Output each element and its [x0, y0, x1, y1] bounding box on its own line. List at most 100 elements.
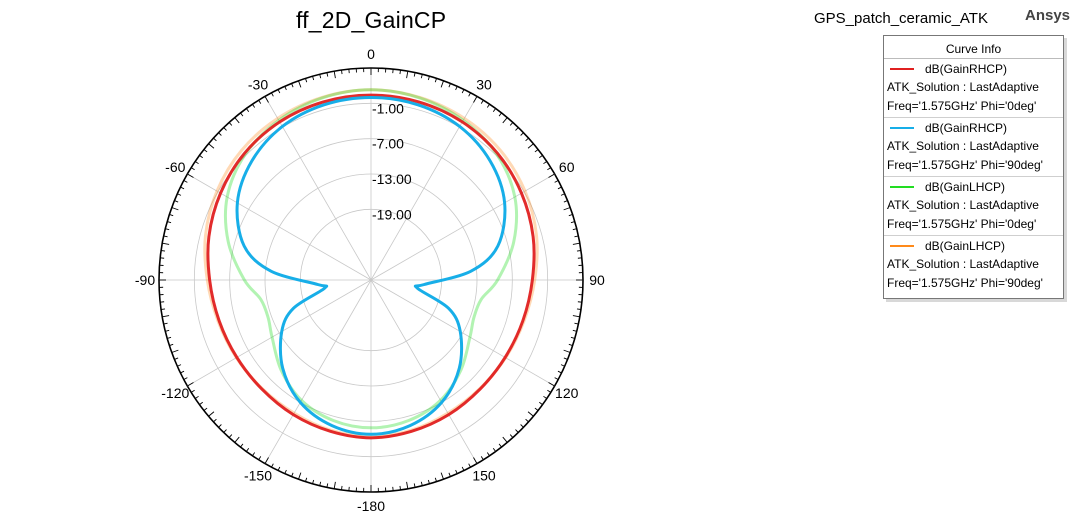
angle-tick: [525, 418, 529, 423]
angle-tick: [502, 436, 508, 443]
angle-tick: [560, 364, 565, 367]
angle-tick: [258, 456, 262, 461]
angle-tick: [271, 463, 274, 468]
angle-tick: [473, 457, 478, 464]
angle-tick: [576, 308, 581, 310]
angle-tick: [180, 370, 185, 374]
chart-title: ff_2D_GainCP: [296, 7, 447, 33]
angle-tick: [520, 132, 524, 136]
angular-gridline: [264, 96, 372, 281]
angle-tick: [563, 200, 568, 203]
angle-tick: [326, 72, 329, 77]
angle-tick-label: 90: [589, 272, 605, 288]
angle-tick-label: 30: [476, 76, 492, 92]
legend-condition: Freq='1.575GHz' Phi='0deg': [887, 216, 1037, 231]
angle-tick: [213, 418, 217, 423]
angle-tick: [406, 71, 409, 79]
angle-tick-label: 120: [555, 385, 579, 401]
angular-gridline: [187, 173, 372, 281]
angle-tick: [298, 80, 302, 88]
angle-tick-label: -90: [135, 272, 155, 288]
angle-tick-label: 150: [472, 468, 496, 484]
angle-tick: [169, 214, 174, 217]
angle-tick: [574, 235, 579, 238]
curve-layer: [203, 88, 539, 440]
angle-tick: [218, 424, 222, 428]
legend-entry[interactable]: dB(GainRHCP) ATK_Solution : LastAdaptive…: [884, 118, 1063, 177]
angle-tick: [525, 137, 529, 142]
angle-tick: [570, 336, 575, 339]
angular-gridline: [370, 279, 478, 464]
angle-tick: [165, 329, 170, 332]
angle-tick: [223, 429, 227, 433]
legend-condition: Freq='1.575GHz' Phi='90deg': [887, 157, 1043, 172]
angle-tick: [223, 127, 227, 131]
angle-tick: [502, 117, 508, 124]
angle-tick: [509, 434, 514, 438]
angle-tick: [284, 469, 287, 474]
series-curve[interactable]: [224, 88, 518, 430]
project-name: GPS_patch_ceramic_ATK: [814, 10, 988, 27]
angle-tick: [461, 466, 465, 471]
angle-tick: [486, 452, 490, 457]
angle-tick-label: -120: [161, 385, 189, 401]
angle-tick: [427, 479, 430, 484]
angle-tick: [554, 377, 559, 380]
angle-tick: [174, 357, 179, 360]
brand-logo: Ansys: [1025, 7, 1071, 24]
legend-entry[interactable]: dB(GainLHCP) ATK_Solution : LastAdaptive…: [884, 177, 1063, 236]
angle-tick: [455, 86, 458, 91]
angle-tick: [163, 322, 168, 325]
angle-tick: [162, 242, 170, 245]
angle-tick: [509, 122, 514, 126]
angle-tick: [434, 477, 437, 482]
angle-tick: [183, 180, 188, 183]
angle-tick: [563, 357, 568, 360]
angle-tick: [480, 99, 484, 104]
angle-tick: [413, 72, 416, 77]
angle-tick: [161, 250, 166, 252]
angle-tick: [563, 349, 571, 353]
angle-tick: [167, 221, 172, 224]
angle-tick: [319, 74, 322, 79]
angle-tick: [547, 389, 552, 393]
angle-tick: [440, 80, 444, 88]
angle-tick: [333, 481, 336, 489]
angle-tick: [208, 143, 215, 149]
angle-tick: [180, 186, 185, 190]
series-curve[interactable]: [235, 95, 507, 436]
angle-tick-label: -150: [244, 468, 272, 484]
legend-entry[interactable]: dB(GainRHCP) ATK_Solution : LastAdaptive…: [884, 59, 1063, 118]
angle-tick: [319, 481, 322, 486]
angle-tick: [420, 481, 423, 486]
angle-tick: [427, 76, 430, 81]
angle-tick: [572, 228, 577, 231]
angle-tick: [554, 180, 559, 183]
angle-tick: [440, 472, 444, 480]
radial-tick-label: -7.00: [372, 136, 404, 152]
angular-gridline: [264, 279, 372, 464]
legend-curve-name: dB(GainRHCP): [925, 61, 1008, 76]
angle-tick: [572, 242, 580, 245]
angle-tick: [305, 477, 308, 482]
angle-tick: [163, 235, 168, 238]
angle-tick: [246, 448, 250, 452]
angular-gridline: [370, 96, 478, 281]
angle-tick: [574, 322, 579, 325]
series-curve[interactable]: [206, 93, 536, 440]
angle-tick: [406, 481, 409, 489]
angle-tick: [527, 143, 534, 149]
angle-tick: [515, 429, 519, 433]
angle-tick: [171, 207, 179, 211]
angle-tick: [161, 308, 166, 310]
angle-tick: [570, 221, 575, 224]
angle-tick: [277, 89, 281, 94]
curve-info-legend[interactable]: Curve Info dB(GainRHCP) ATK_Solution : L…: [883, 35, 1064, 299]
legend-entry[interactable]: dB(GainLHCP) ATK_Solution : LastAdaptive…: [884, 236, 1063, 295]
angle-tick: [341, 485, 343, 490]
angle-tick: [190, 167, 195, 171]
angle-tick: [284, 86, 287, 91]
angle-tick: [165, 228, 170, 231]
angle-tick: [492, 108, 496, 112]
